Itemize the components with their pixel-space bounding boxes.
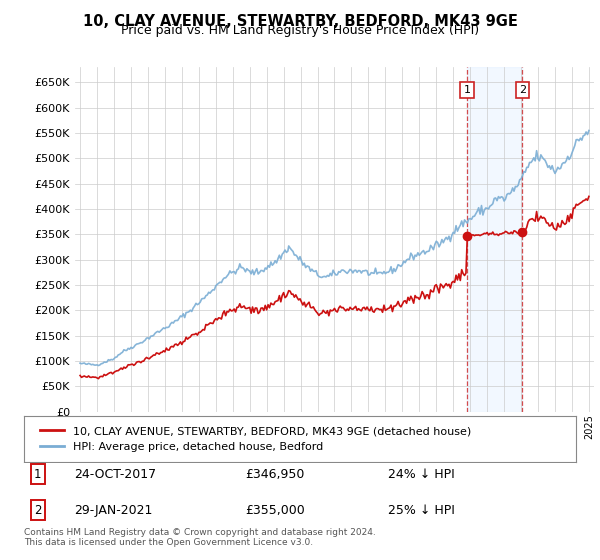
Text: 24-OCT-2017: 24-OCT-2017 [74,468,156,480]
Text: £355,000: £355,000 [245,504,305,517]
Text: 2: 2 [34,504,41,517]
Bar [467,67,523,412]
Text: 10, CLAY AVENUE, STEWARTBY, BEDFORD, MK43 9GE: 10, CLAY AVENUE, STEWARTBY, BEDFORD, MK4… [83,14,517,29]
Text: Contains HM Land Registry data © Crown copyright and database right 2024.
This d: Contains HM Land Registry data © Crown c… [24,528,376,547]
Text: 1: 1 [463,85,470,95]
Text: 24% ↓ HPI: 24% ↓ HPI [388,468,455,480]
Text: £346,950: £346,950 [245,468,304,480]
Legend: 10, CLAY AVENUE, STEWARTBY, BEDFORD, MK43 9GE (detached house), HPI: Average pri: 10, CLAY AVENUE, STEWARTBY, BEDFORD, MK4… [35,422,476,456]
Text: 29-JAN-2021: 29-JAN-2021 [74,504,152,517]
Text: 2: 2 [519,85,526,95]
Text: 25% ↓ HPI: 25% ↓ HPI [388,504,455,517]
Text: Price paid vs. HM Land Registry's House Price Index (HPI): Price paid vs. HM Land Registry's House … [121,24,479,37]
Text: 1: 1 [34,468,41,480]
